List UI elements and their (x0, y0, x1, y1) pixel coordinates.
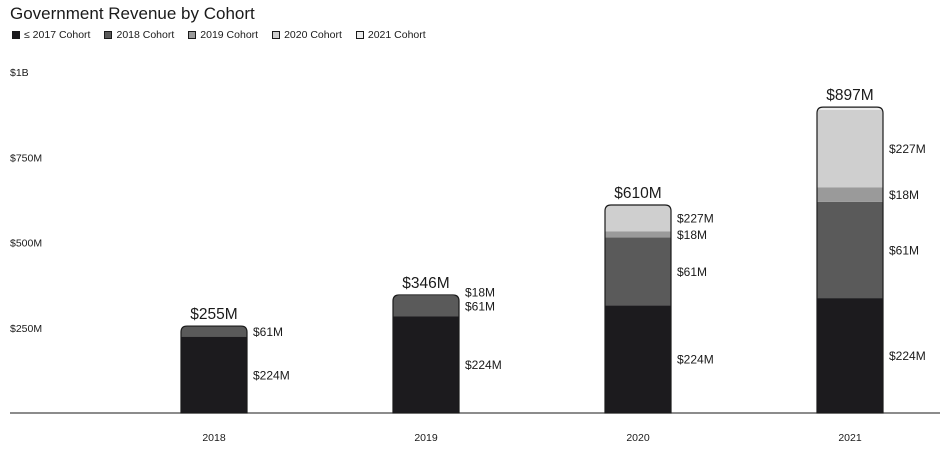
x-tick-label: 2021 (838, 432, 862, 444)
y-tick-label: $1B (10, 67, 29, 79)
bar-segment (605, 237, 671, 306)
bar-total-label: $897M (826, 87, 873, 104)
legend-item-2019: 2019 Cohort (188, 29, 258, 41)
segment-value-label: $61M (253, 325, 283, 339)
bar-segment (605, 204, 671, 232)
bar-outline (604, 204, 672, 414)
x-tick-label: 2020 (626, 432, 650, 444)
legend-swatch-2018 (104, 31, 113, 39)
legend-item-2018: 2018 Cohort (104, 29, 174, 41)
bar-segment (181, 326, 247, 337)
segment-value-label: $224M (465, 358, 502, 372)
bar-total-label: $346M (402, 275, 449, 292)
bar-stack-2020 (605, 204, 671, 413)
segment-value-label: $18M (465, 286, 495, 300)
bar-segment (817, 201, 883, 299)
legend-label-2018: 2018 Cohort (116, 29, 175, 41)
segment-value-label: $227M (677, 212, 714, 226)
segment-value-label: $227M (889, 142, 926, 156)
bar-total-label: $610M (614, 185, 661, 202)
segment-value-label: $61M (889, 244, 919, 258)
chart-title: Government Revenue by Cohort (10, 4, 255, 23)
legend-label-2021: 2021 Cohort (367, 29, 426, 41)
legend-item-2020: 2020 Cohort (272, 29, 342, 41)
bar-segment (817, 187, 883, 202)
y-tick-label: $250M (10, 323, 42, 335)
legend-label-2020: 2020 Cohort (284, 29, 342, 41)
chart-legend: ≤ 2017 Cohort 2018 Cohort 2019 Cohort 20… (12, 29, 426, 41)
segment-value-label: $61M (677, 265, 707, 279)
x-tick-label: 2018 (202, 432, 226, 444)
bar-stack-2019 (393, 295, 459, 413)
bar-total-label: $255M (190, 306, 237, 323)
bar-outline (392, 294, 460, 414)
bar-segment (605, 305, 671, 413)
legend-swatch-le2017 (12, 31, 20, 39)
segment-value-label: $224M (253, 368, 290, 382)
x-tick-label: 2019 (414, 432, 438, 444)
segment-value-label: $224M (677, 353, 714, 367)
legend-label-le2017: ≤ 2017 Cohort (24, 29, 91, 41)
y-tick-label: $500M (10, 238, 42, 250)
legend-swatch-2021 (355, 31, 364, 39)
bar-stack-2018 (181, 326, 247, 413)
bar-segment (817, 298, 883, 413)
bar-outline (816, 106, 884, 414)
legend-item-le2017: ≤ 2017 Cohort (12, 29, 90, 41)
legend-swatch-2020 (272, 31, 281, 39)
segment-value-label: $61M (465, 300, 495, 314)
bar-segment (393, 295, 459, 317)
segment-value-label: $18M (889, 188, 919, 202)
bar-stack-2021 (817, 107, 883, 413)
segment-value-label: $18M (677, 228, 707, 242)
bar-segment (181, 336, 247, 413)
bar-segment (817, 107, 883, 110)
legend-label-2019: 2019 Cohort (200, 29, 259, 41)
segment-value-label: $224M (889, 349, 926, 363)
bar-segment (817, 109, 883, 188)
y-tick-label: $750M (10, 152, 42, 164)
legend-item-2021: 2021 Cohort (355, 29, 426, 41)
bar-segment (393, 316, 459, 413)
legend-swatch-2019 (188, 31, 197, 39)
bar-segment (605, 231, 671, 238)
bar-outline (180, 325, 248, 414)
